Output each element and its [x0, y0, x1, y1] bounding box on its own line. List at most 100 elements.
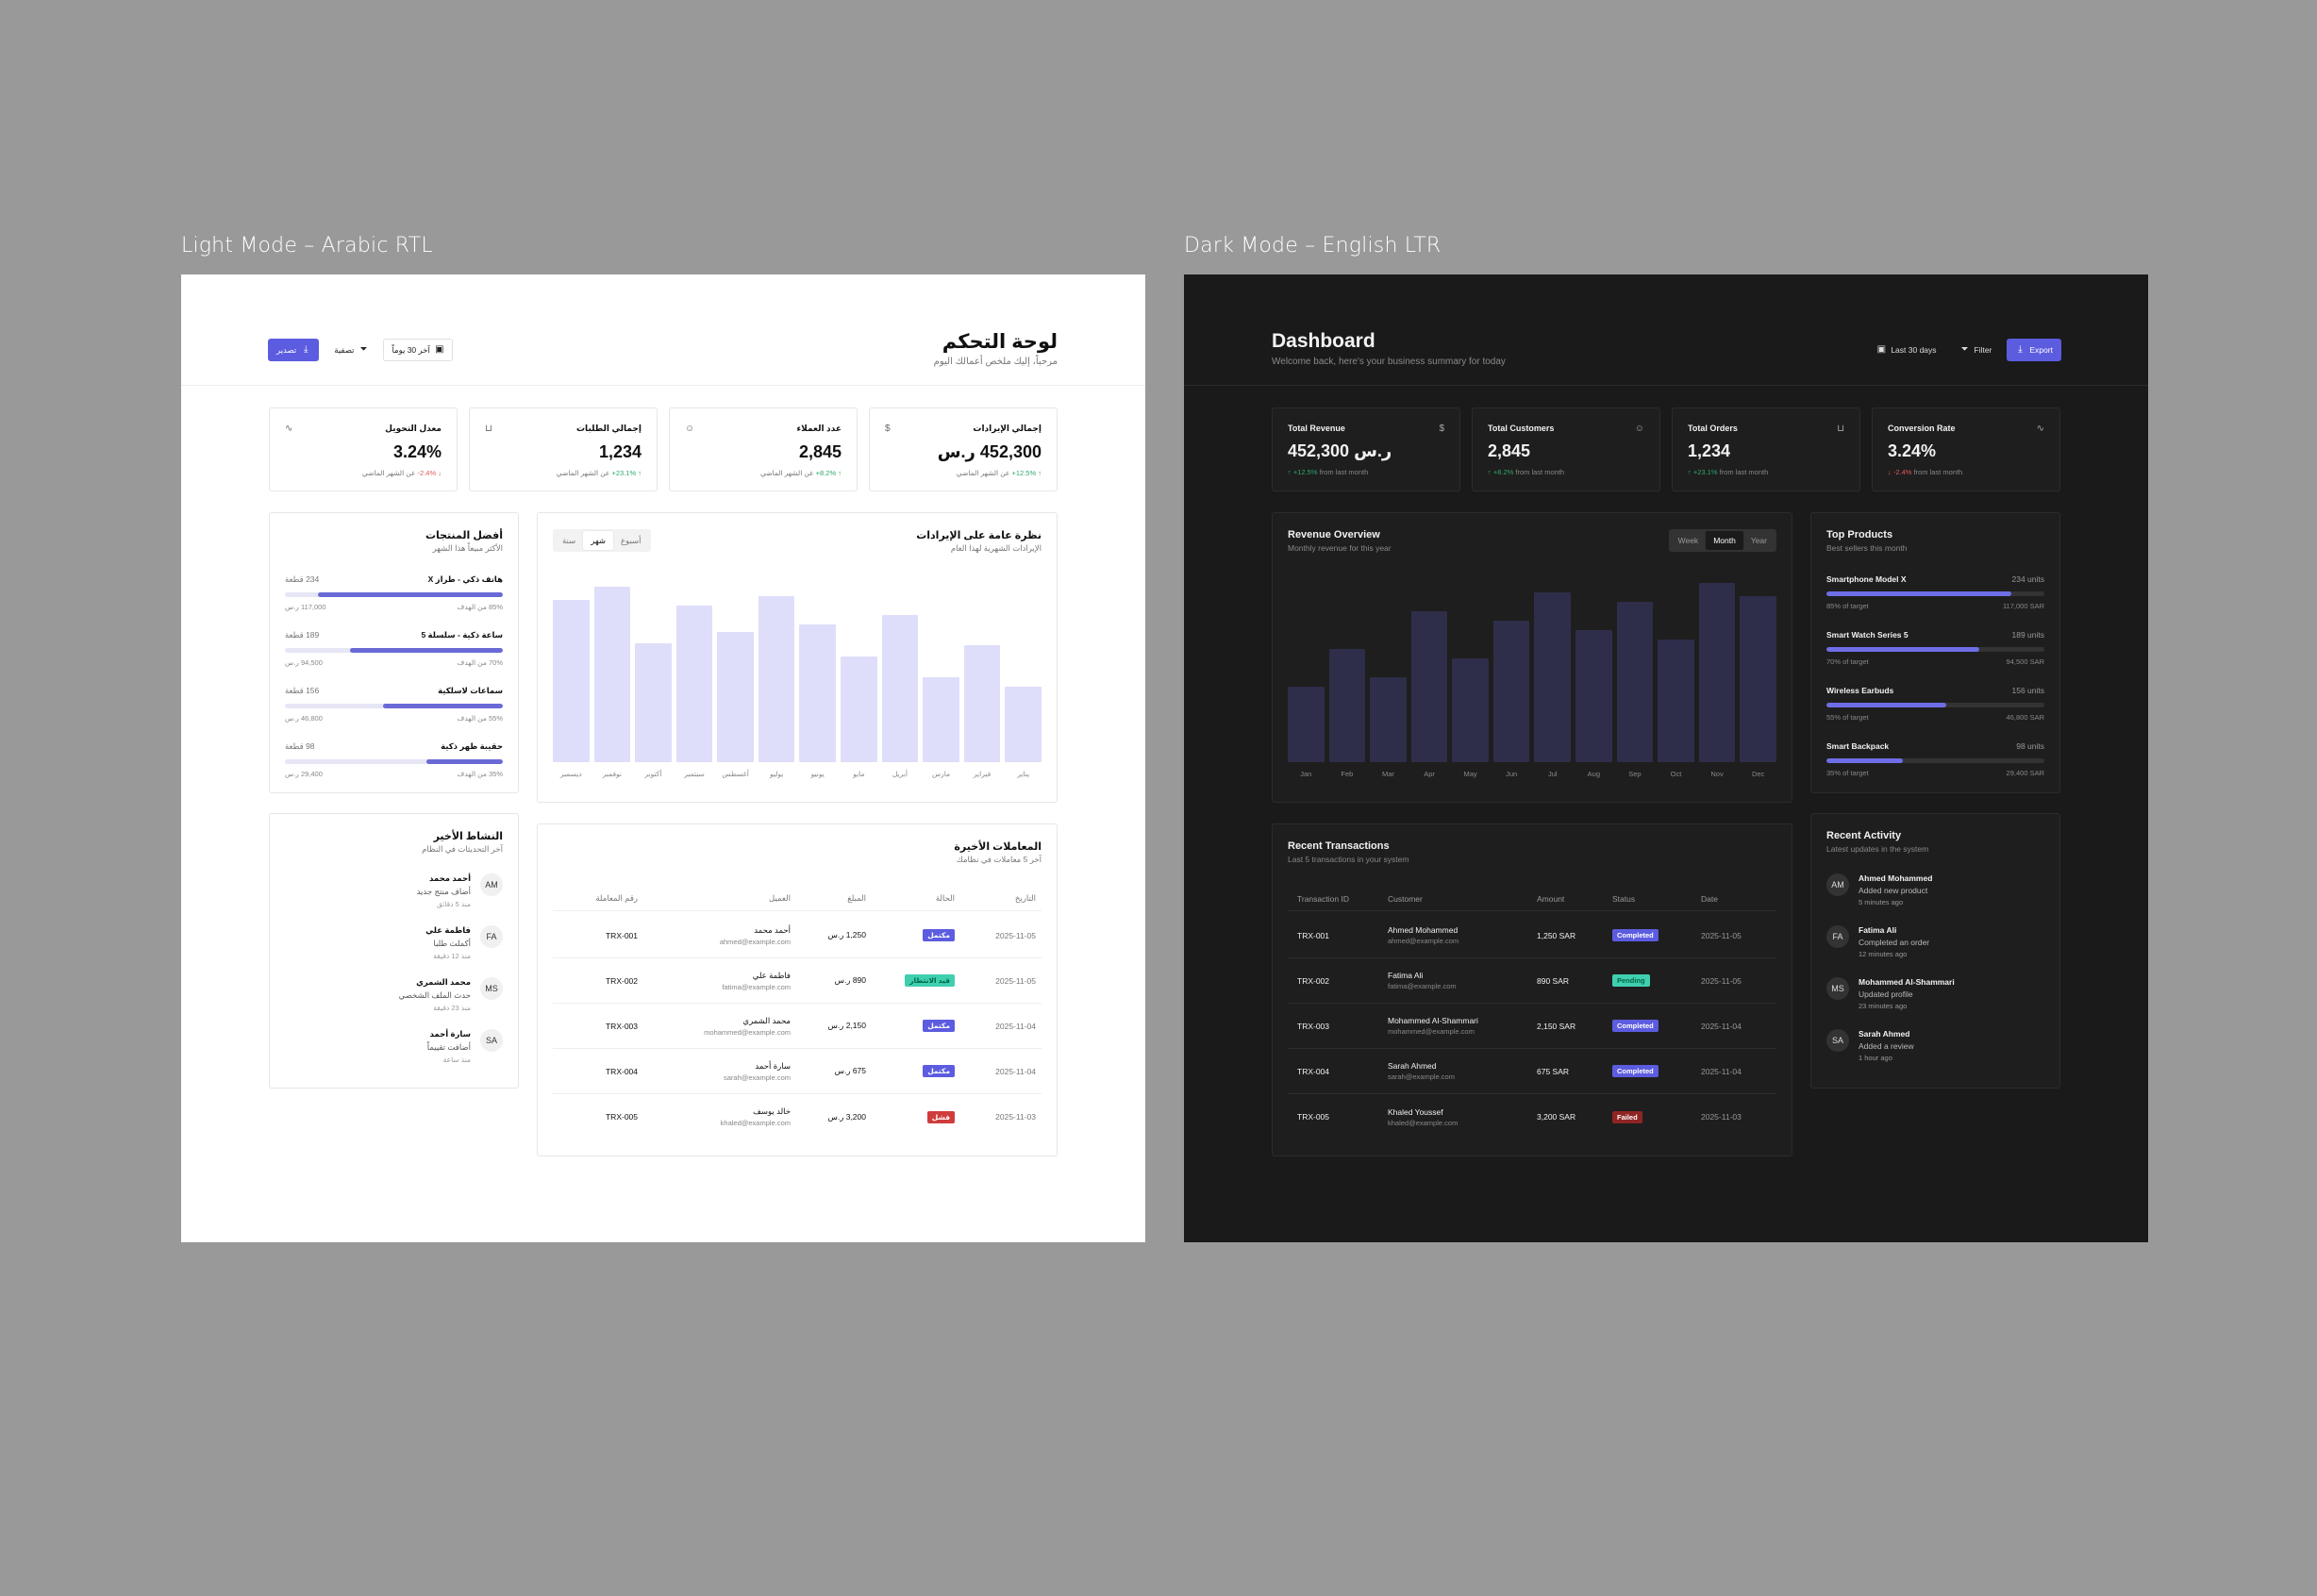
revenue-bar[interactable]: [799, 624, 837, 762]
page-title: Dashboard: [1272, 330, 1375, 352]
kpi-change-value: +23.1%: [1692, 468, 1718, 476]
revenue-bar[interactable]: [841, 657, 877, 762]
product-item: هاتف ذكي - طراز X 234 قطعة 85% من الهدف 117…: [285, 574, 503, 622]
revenue-bar-chart: [553, 574, 1042, 762]
customer-name: Ahmed Mohammed: [1388, 925, 1459, 935]
transaction-id: TRX-002: [605, 975, 638, 986]
revenue-bar[interactable]: [963, 645, 1001, 762]
revenue-bar[interactable]: [758, 596, 795, 762]
table-row[interactable]: TRX-004 سارة أحمد sarah@example.com 675 ر.س…: [553, 1049, 1042, 1094]
revenue-bar[interactable]: [553, 600, 590, 762]
progress-fill: [1826, 591, 2012, 596]
x-tick-label: Oct: [1670, 770, 1682, 778]
transaction-amount: 2,150 ر.س: [827, 1021, 867, 1030]
revenue-bar[interactable]: [1616, 602, 1654, 762]
table-row[interactable]: TRX-003 Mohammed Al-Shammari mohammed@exam…: [1288, 1004, 1776, 1049]
revenue-bar[interactable]: [1370, 677, 1407, 762]
revenue-bar[interactable]: [1005, 687, 1042, 762]
column-header: Amount: [1537, 893, 1565, 904]
activity-text: محمد الشمري حدث الملف الشخصي منذ 23 دقيقة: [399, 977, 471, 1012]
table-row[interactable]: TRX-005 Khaled Youssef khaled@example.com 3…: [1288, 1094, 1776, 1139]
activity-user: محمد الشمري: [416, 977, 471, 987]
export-button[interactable]: ⤓ تصدير: [268, 339, 320, 361]
activity-title: Recent Activity: [1826, 830, 1902, 841]
activity-user: Mohammed Al-Shammari: [1859, 977, 1955, 987]
activity-item: AM أحمد محمد أضاف منتج جديد منذ 5 دقائق: [285, 873, 503, 908]
revenue-bar[interactable]: [675, 606, 713, 762]
table-row[interactable]: TRX-001 أحمد محمد ahmed@example.com 1,250 ر…: [553, 913, 1042, 958]
filter-button-label: تصفية: [334, 344, 355, 355]
kpi-change: ↑ 23.1%+ عن الشهر الماضي: [485, 469, 642, 477]
status-cell: Completed: [1607, 929, 1695, 941]
revenue-bar[interactable]: [1658, 640, 1694, 762]
table-row[interactable]: TRX-003 محمد الشمري mohammed@example.com 2,…: [553, 1004, 1042, 1049]
product-target: 85% من الهدف: [457, 603, 503, 611]
period-tab[interactable]: Week: [1677, 536, 1699, 545]
product-item: ساعة ذكية - سلسلة 5 189 قطعة 70% من الهدف 9…: [285, 630, 503, 677]
table-row[interactable]: TRX-002 فاطمة علي fatima@example.com 890 ر.…: [553, 958, 1042, 1004]
transaction-date: 2025-11-04: [995, 1021, 1036, 1031]
users-icon: ☺: [1634, 424, 1644, 434]
kpi-value: 3.24%: [1888, 441, 1937, 460]
revenue-bar[interactable]: [881, 615, 919, 762]
avatar: MS: [480, 977, 503, 1000]
activity-user: Sarah Ahmed: [1859, 1029, 1910, 1039]
activity-item: SA سارة أحمد أضافت تقييماً منذ ساعة: [285, 1029, 503, 1064]
revenue-bar[interactable]: [1288, 687, 1325, 762]
revenue-bar[interactable]: [717, 632, 754, 762]
activity-user: فاطمة علي: [425, 925, 471, 935]
activity-time: 23 minutes ago: [1859, 1002, 1908, 1010]
kpi-value: 1,234: [598, 442, 642, 461]
product-target: 35% of target: [1826, 769, 1869, 777]
date-range-button[interactable]: ▣ آخر 30 يوماً: [383, 339, 453, 361]
revenue-bar[interactable]: [1452, 658, 1489, 762]
activity-item: FA Fatima Ali Completed an order 12 minutes…: [1826, 925, 2044, 958]
activity-subtitle: Latest updates in the system: [1826, 844, 1929, 854]
customer-name: Sarah Ahmed: [1388, 1061, 1437, 1071]
table-row[interactable]: TRX-005 خالد يوسف khaled@example.com 3,200 …: [553, 1094, 1042, 1139]
revenue-bar[interactable]: [1740, 596, 1776, 762]
export-button[interactable]: ⤓ Export: [2007, 339, 2061, 361]
revenue-bar[interactable]: [1328, 649, 1366, 762]
table-row[interactable]: TRX-004 Sarah Ahmed sarah@example.com 675 S…: [1288, 1049, 1776, 1094]
date-range-button[interactable]: ▣ Last 30 days: [1868, 339, 1944, 361]
x-tick-label: Nov: [1710, 770, 1724, 778]
kpi-card: Total Revenue $452,300 ر.س ↑ +12.5% from l…: [1272, 407, 1460, 491]
revenue-bar[interactable]: [635, 643, 672, 762]
activity-description: Added new product: [1859, 886, 1928, 895]
column-header: Date: [1701, 893, 1718, 904]
kpi-label: Total Customers: [1488, 424, 1555, 433]
revenue-bar[interactable]: [1575, 630, 1612, 762]
revenue-bar[interactable]: [1492, 621, 1530, 762]
progress-fill: [317, 592, 503, 597]
revenue-bar[interactable]: [593, 587, 631, 762]
product-revenue: 94,500 SAR: [2006, 657, 2044, 666]
activity-user: سارة أحمد: [429, 1029, 471, 1039]
export-button-label: تصدير: [276, 344, 297, 355]
kpi-label: إجمالي الإيرادات: [973, 424, 1042, 433]
period-tab[interactable]: Year: [1750, 536, 1767, 545]
revenue-bar[interactable]: [1534, 592, 1572, 762]
table-row[interactable]: TRX-001 Ahmed Mohammed ahmed@example.com 1,…: [1288, 913, 1776, 958]
filter-button[interactable]: ⏷ Filter: [1952, 339, 2001, 361]
table-row[interactable]: TRX-002 Fatima Ali fatima@example.com 890 S…: [1288, 958, 1776, 1004]
customer-cell: فاطمة علي fatima@example.com: [647, 971, 796, 991]
transaction-amount: 675 ر.س: [834, 1066, 866, 1075]
period-tab[interactable]: سنة: [562, 536, 576, 545]
kpi-change-value: 8.2%+: [815, 469, 837, 477]
status-badge: فشل: [926, 1110, 955, 1123]
period-tab[interactable]: شهر: [583, 531, 613, 550]
kpi-cards: Total Revenue $452,300 ر.س ↑ +12.5% from l…: [1272, 407, 2060, 491]
status-cell: مكتمل: [872, 929, 960, 941]
period-tab[interactable]: Month: [1706, 531, 1743, 550]
product-name: Smart Watch Series 5: [1826, 630, 1909, 640]
customer-name: Fatima Ali: [1388, 971, 1424, 980]
revenue-bar[interactable]: [923, 677, 959, 762]
x-tick-label: May: [1463, 770, 1477, 778]
period-tab[interactable]: أسبوع: [620, 536, 642, 545]
revenue-bar[interactable]: [1698, 583, 1736, 762]
revenue-bar[interactable]: [1410, 611, 1448, 762]
status-cell: Pending: [1607, 974, 1695, 987]
filter-button[interactable]: ⏷ تصفية: [325, 339, 377, 361]
progress-track: [1826, 591, 2044, 596]
